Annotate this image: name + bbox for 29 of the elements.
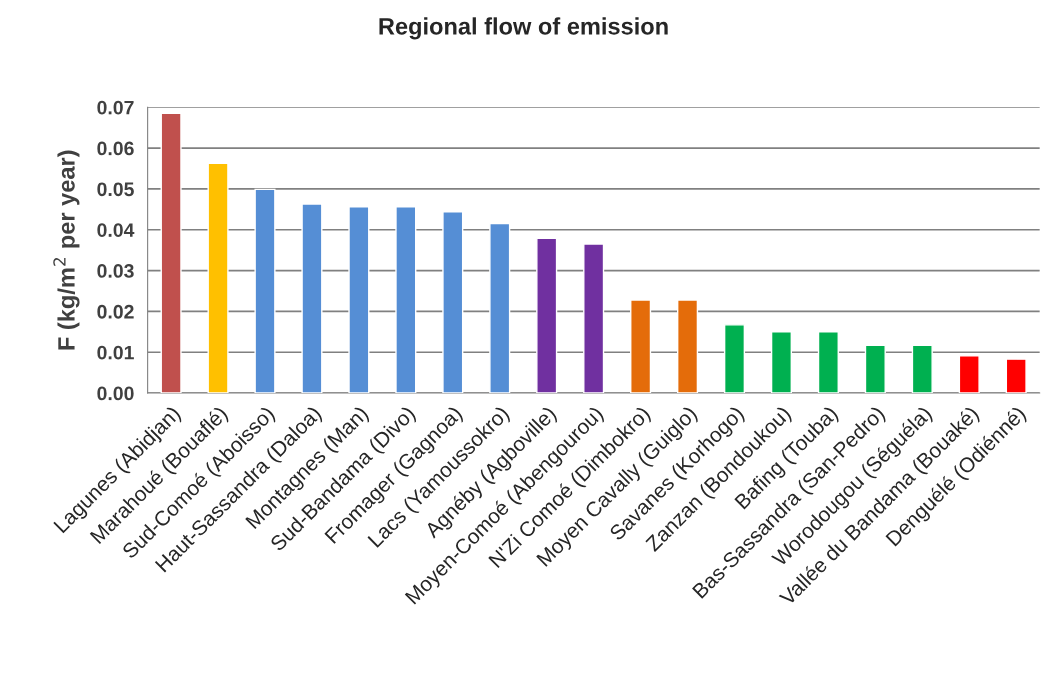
y-tick-label: 0.07 — [97, 100, 134, 115]
y-tick-label: 0.02 — [97, 304, 134, 319]
bar — [958, 355, 980, 394]
y-tick-label: 0.03 — [97, 264, 134, 278]
bar — [864, 344, 886, 394]
bar — [817, 331, 839, 394]
y-tick-label: 0.00 — [97, 386, 134, 401]
y-tick-label: 0.04 — [97, 223, 135, 237]
bar — [770, 331, 793, 394]
bar — [489, 222, 511, 394]
bar — [207, 162, 229, 394]
bar — [301, 203, 323, 394]
bar — [1005, 358, 1027, 394]
bar — [630, 299, 652, 394]
y-tick-label: 0.06 — [97, 141, 134, 156]
bar — [676, 299, 699, 394]
bar — [348, 206, 370, 394]
bar — [160, 112, 182, 394]
chart-title: Regional flow of emission — [379, 17, 668, 40]
bar — [254, 188, 276, 394]
y-tick-label: 0.05 — [97, 182, 134, 197]
bar — [442, 211, 464, 394]
bar — [723, 324, 746, 394]
y-axis-title: F (kg/m$^{2}$ per year) — [53, 150, 80, 350]
bar — [395, 206, 417, 394]
bar — [536, 237, 558, 394]
bar — [911, 344, 933, 394]
bar — [583, 243, 605, 394]
y-tick-label: 0.01 — [97, 345, 134, 360]
